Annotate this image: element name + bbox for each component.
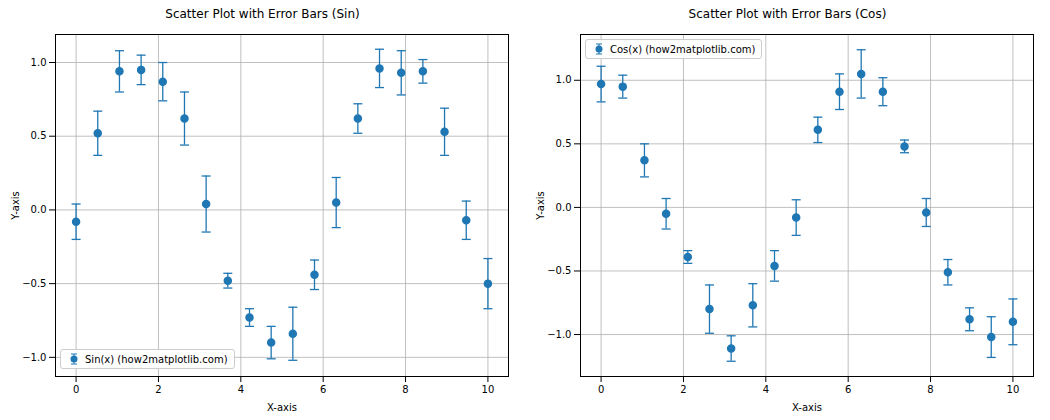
svg-text:10: 10 [482, 384, 495, 395]
svg-text:−0.5: −0.5 [547, 265, 571, 276]
svg-text:0: 0 [73, 384, 79, 395]
svg-text:Y-axis: Y-axis [10, 191, 21, 221]
svg-text:−0.5: −0.5 [22, 278, 46, 289]
svg-text:X-axis: X-axis [267, 402, 297, 413]
svg-text:6: 6 [845, 384, 851, 395]
svg-text:6: 6 [320, 384, 326, 395]
svg-text:1.0: 1.0 [556, 74, 572, 85]
svg-text:Y-axis: Y-axis [535, 191, 546, 221]
svg-text:2: 2 [155, 384, 161, 395]
svg-text:4: 4 [763, 384, 769, 395]
svg-text:4: 4 [238, 384, 244, 395]
svg-text:−1.0: −1.0 [547, 329, 571, 340]
svg-text:0.0: 0.0 [31, 204, 47, 215]
svg-text:1.0: 1.0 [31, 57, 47, 68]
svg-text:8: 8 [927, 384, 933, 395]
svg-text:8: 8 [402, 384, 408, 395]
svg-text:10: 10 [1007, 384, 1020, 395]
html-text:Scatter Plot with Error Bars (: Scatter Plot with Error Bars (Sin) [165, 7, 360, 21]
html-text:Cos(x) (how2matplotlib.com): Cos(x) (how2matplotlib.com) [610, 43, 756, 55]
svg-text:0.5: 0.5 [556, 138, 572, 149]
svg-text:−1.0: −1.0 [22, 352, 46, 363]
svg-text:0.0: 0.0 [556, 202, 572, 213]
svg-text:0: 0 [598, 384, 604, 395]
svg-text:X-axis: X-axis [792, 402, 822, 413]
svg-text:2: 2 [680, 384, 686, 395]
html-text:Sin(x) (how2matplotlib.com): Sin(x) (how2matplotlib.com) [85, 353, 228, 365]
html-text:Scatter Plot with Error Bars (: Scatter Plot with Error Bars (Cos) [688, 7, 887, 21]
svg-text:0.5: 0.5 [31, 130, 47, 141]
